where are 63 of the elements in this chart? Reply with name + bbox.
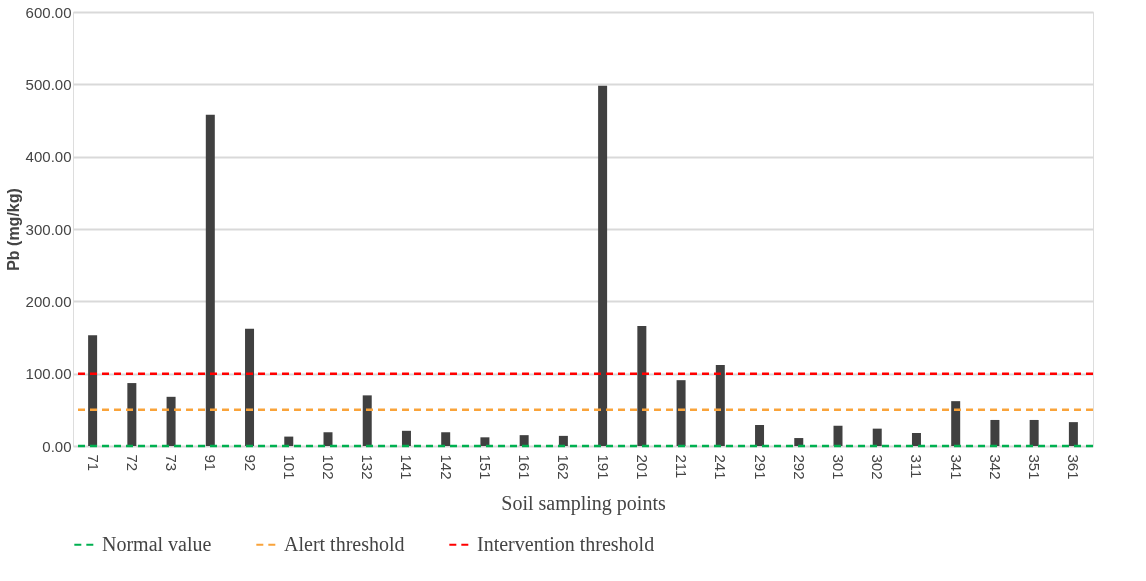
bar [951,401,961,446]
bar [676,380,686,446]
x-tick-label: 142 [437,454,455,480]
y-tick-label: 400.00 [25,148,72,166]
bar [245,328,255,446]
bar [166,396,176,446]
bar [911,432,921,446]
x-tick-label: 161 [516,454,534,480]
bar [833,425,843,446]
bar [323,432,333,446]
x-tick-label: 91 [202,454,220,472]
y-tick-label: 0.00 [42,437,72,455]
x-tick-label: 342 [986,454,1004,480]
bar [88,335,98,446]
bar [637,325,647,446]
x-tick-label: 211 [673,454,691,479]
x-tick-label: 191 [594,454,612,480]
x-axis-title: Soil sampling points [501,491,666,515]
x-tick-label: 72 [123,454,141,472]
x-tick-label: 351 [1026,454,1044,480]
y-axis-title: Pb (mg/kg) [4,188,22,271]
y-tick-label: 200.00 [25,292,72,310]
bar [205,114,215,446]
x-tick-label: 162 [555,454,573,480]
bar [755,425,765,446]
bar [401,430,411,446]
x-tick-label: 132 [359,454,377,480]
x-tick-label: 361 [1065,454,1083,480]
legend-label: Alert threshold [284,532,405,555]
x-tick-label: 311 [908,454,926,479]
x-tick-label: 302 [869,454,887,480]
bar [598,85,608,446]
x-tick-label: 71 [84,454,102,472]
x-tick-label: 201 [633,454,651,480]
bar [715,364,725,446]
bar [480,437,490,446]
y-tick-label: 100.00 [25,365,72,383]
x-tick-label: 92 [241,454,259,472]
y-tick-label: 600.00 [25,3,72,21]
x-tick-label: 241 [712,454,730,480]
bar [1068,422,1078,446]
y-tick-label: 500.00 [25,75,72,93]
x-tick-label: 301 [830,454,847,480]
bar [362,395,372,446]
bar [519,435,529,446]
x-tick-label: 102 [320,454,337,480]
x-tick-label: 101 [280,454,298,480]
legend-label: Normal value [102,532,212,555]
y-tick-label: 300.00 [25,220,72,238]
x-tick-label: 141 [398,454,416,480]
bar [872,428,882,446]
bar [794,438,804,446]
bar [990,419,1000,446]
x-tick-label: 151 [476,454,494,480]
bar [558,435,568,446]
bar [1029,419,1039,446]
x-tick-label: 341 [947,454,965,480]
legend-label: Intervention threshold [477,532,655,555]
x-tick-label: 292 [790,454,808,480]
x-tick-label: 291 [751,454,769,480]
bar [127,383,137,446]
bar [441,432,451,446]
x-tick-label: 73 [163,454,181,472]
